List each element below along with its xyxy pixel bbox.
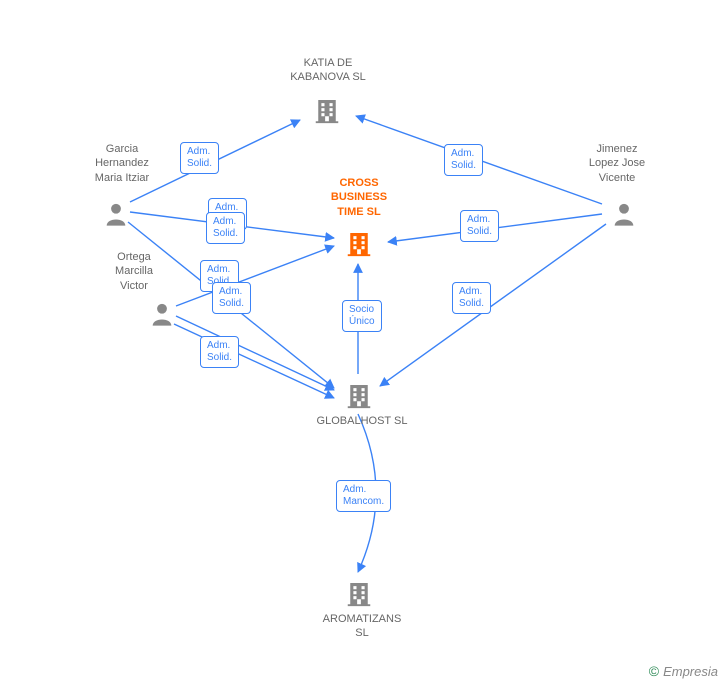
- node-label: Garcia Hernandez Maria Itziar: [82, 142, 162, 185]
- person-icon: [102, 200, 130, 233]
- person-icon: [148, 300, 176, 333]
- building-icon: [344, 380, 374, 415]
- edge-label: Adm. Solid.: [206, 212, 245, 244]
- watermark-text: Empresia: [663, 664, 718, 679]
- edge-label: Adm. Solid.: [444, 144, 483, 176]
- building-icon: [312, 95, 342, 130]
- person-icon: [610, 200, 638, 233]
- edge-label: Adm. Solid.: [212, 282, 251, 314]
- watermark: © Empresia: [649, 663, 718, 679]
- copyright-icon: ©: [649, 663, 659, 679]
- edge-label: Adm. Solid.: [200, 336, 239, 368]
- edge-label: Adm. Mancom.: [336, 480, 391, 512]
- node-label: Jimenez Lopez Jose Vicente: [572, 142, 662, 185]
- node-label: CROSS BUSINESS TIME SL: [314, 176, 404, 219]
- building-icon: [344, 578, 374, 613]
- node-label: Ortega Marcilla Victor: [98, 250, 170, 293]
- edge-line: [174, 324, 334, 398]
- edge-line: [380, 224, 606, 386]
- network-diagram-canvas: KATIA DE KABANOVA SL CROSS BUSINESS TIME…: [0, 0, 728, 685]
- building-icon: [344, 228, 374, 263]
- node-label: GLOBALHOST SL: [308, 414, 416, 428]
- edge-label: Adm. Solid.: [180, 142, 219, 174]
- node-label: AROMATIZANS SL: [314, 612, 410, 641]
- edge-label: Socio Único: [342, 300, 382, 332]
- edge-label: Adm. Solid.: [460, 210, 499, 242]
- edge-label: Adm. Solid.: [452, 282, 491, 314]
- node-label: KATIA DE KABANOVA SL: [280, 56, 376, 85]
